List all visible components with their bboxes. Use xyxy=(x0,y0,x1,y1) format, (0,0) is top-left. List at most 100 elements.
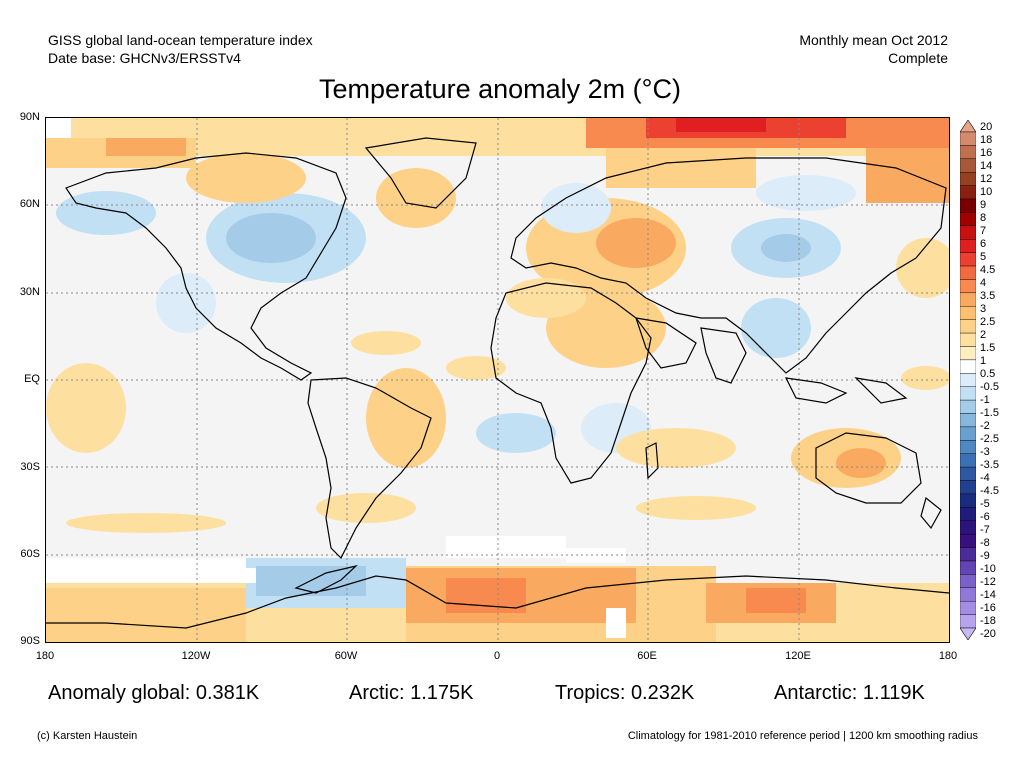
colorbar-swatch xyxy=(960,359,976,374)
colorbar-label: -10 xyxy=(980,563,996,575)
lon-label-60e: 60E xyxy=(637,650,657,662)
lat-label-90s: 90S xyxy=(20,635,40,647)
colorbar-swatch xyxy=(960,587,976,602)
colorbar-swatch xyxy=(960,520,976,535)
colorbar-label: -12 xyxy=(980,576,996,588)
colorbar-swatch xyxy=(960,279,976,294)
colorbar-label: -20 xyxy=(980,628,996,640)
colorbar-label: 2.5 xyxy=(980,316,996,328)
colorbar-label: -0.5 xyxy=(980,381,999,393)
colorbar-label: -9 xyxy=(980,550,990,562)
colorbar-label: -5 xyxy=(980,498,990,510)
colorbar-swatch xyxy=(960,466,976,481)
copyright: (c) Karsten Haustein xyxy=(37,730,138,742)
colorbar-label: 6 xyxy=(980,238,987,250)
colorbar-swatch xyxy=(960,413,976,428)
colorbar-label: 20 xyxy=(980,121,993,133)
colorbar-label: 1 xyxy=(980,355,987,367)
colorbar-label: 14 xyxy=(980,160,993,172)
colorbar xyxy=(960,120,976,640)
colorbar-swatch xyxy=(960,480,976,495)
colorbar-swatch xyxy=(960,131,976,146)
colorbar-swatch xyxy=(960,265,976,280)
colorbar-swatch xyxy=(960,145,976,160)
colorbar-swatch xyxy=(960,386,976,401)
colorbar-swatch xyxy=(960,212,976,227)
colorbar-swatch xyxy=(960,306,976,320)
colorbar-swatch xyxy=(960,399,976,414)
graticule xyxy=(46,118,949,642)
stat-antarctic: Antarctic: 1.119K xyxy=(774,682,925,704)
stat-tropics: Tropics: 0.232K xyxy=(555,682,695,704)
lon-label-0: 0 xyxy=(493,650,501,662)
colorbar-swatch xyxy=(960,453,976,468)
lon-label-120e: 120E xyxy=(785,650,811,662)
colorbar-label: 10 xyxy=(980,186,993,198)
colorbar-label: -14 xyxy=(980,589,996,601)
colorbar-label: 4.5 xyxy=(980,264,996,276)
colorbar-label: 16 xyxy=(980,147,993,159)
colorbar-swatch xyxy=(960,547,976,562)
lon-label-120w: 120W xyxy=(181,650,211,662)
colorbar-label: 9 xyxy=(980,199,987,211)
colorbar-label: -1.5 xyxy=(980,407,999,419)
colorbar-arrow-top xyxy=(960,120,976,133)
colorbar-label: -2.5 xyxy=(980,433,999,445)
lat-label-90n: 90N xyxy=(19,111,40,123)
colorbar-label: -2 xyxy=(980,420,990,432)
colorbar-arrow-bottom xyxy=(960,627,976,640)
colorbar-label: -16 xyxy=(980,602,996,614)
colorbar-label: 3.5 xyxy=(980,290,996,302)
colorbar-label: -4.5 xyxy=(980,485,999,497)
colorbar-swatch xyxy=(960,426,976,441)
colorbar-label: -1 xyxy=(980,394,990,406)
colorbar-label: 3 xyxy=(980,303,987,315)
colorbar-label: 7 xyxy=(980,225,987,237)
colorbar-swatch xyxy=(960,493,976,508)
colorbar-swatch xyxy=(960,600,976,615)
colorbar-label: -6 xyxy=(980,511,990,523)
lon-label-180e: 180 xyxy=(938,650,958,662)
anomaly-map-svg xyxy=(46,118,949,642)
colorbar-swatch xyxy=(960,507,976,521)
colorbar-label: 5 xyxy=(980,251,987,263)
lat-label-60n: 60N xyxy=(19,198,40,210)
colorbar-swatch xyxy=(960,225,976,240)
colorbar-swatch xyxy=(960,198,976,213)
colorbar-swatch xyxy=(960,346,976,361)
colorbar-swatch xyxy=(960,533,976,548)
colorbar-label: -3 xyxy=(980,446,990,458)
colorbar-label: 0.5 xyxy=(980,368,996,380)
header-right: Monthly mean Oct 2012 Complete xyxy=(799,31,948,67)
colorbar-label: -8 xyxy=(980,537,990,549)
colorbar-label: -18 xyxy=(980,615,996,627)
period-label: Monthly mean Oct 2012 xyxy=(799,32,948,48)
completeness-label: Complete xyxy=(888,50,948,66)
colorbar-swatch xyxy=(960,574,976,588)
lon-label-60w: 60W xyxy=(334,650,358,662)
coastlines xyxy=(46,137,949,629)
lat-label-30n: 30N xyxy=(19,286,40,298)
colorbar-swatch xyxy=(960,560,976,575)
colorbar-swatch xyxy=(960,185,976,200)
map-title: Temperature anomaly 2m (°C) xyxy=(319,74,681,104)
colorbar-label: -3.5 xyxy=(980,459,999,471)
database-label: Date base: GHCNv3/ERSSTv4 xyxy=(48,50,241,66)
colorbar-label: -7 xyxy=(980,524,990,536)
colorbar-swatch xyxy=(960,239,976,253)
stat-global: Anomaly global: 0.381K xyxy=(48,682,260,704)
dataset-title: GISS global land-ocean temperature index xyxy=(48,32,313,48)
header-left: GISS global land-ocean temperature index… xyxy=(48,31,313,67)
colorbar-swatch xyxy=(960,252,976,267)
colorbar-label: 1.5 xyxy=(980,342,996,354)
climatology-note: Climatology for 1981-2010 reference peri… xyxy=(627,730,978,742)
colorbar-swatch xyxy=(960,332,976,347)
colorbar-swatch xyxy=(960,158,976,173)
stat-arctic: Arctic: 1.175K xyxy=(349,682,474,704)
colorbar-label: 12 xyxy=(980,173,993,185)
colorbar-swatch xyxy=(960,373,976,387)
anomaly-map xyxy=(45,117,950,643)
colorbar-swatch xyxy=(960,614,976,629)
colorbar-label: 18 xyxy=(980,134,993,146)
lat-label-eq: EQ xyxy=(24,373,40,385)
